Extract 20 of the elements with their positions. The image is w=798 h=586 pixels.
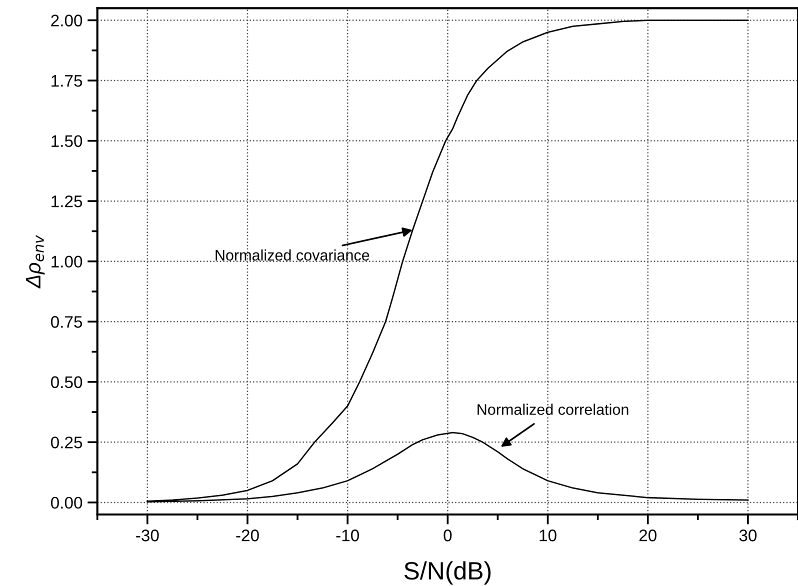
y-tick-label: 0.25 (50, 436, 82, 448)
annotation: Normalized covariance (216, 249, 370, 261)
x-tick-label: 10 (540, 530, 556, 542)
x-tick-label: 0 (444, 530, 452, 542)
y-tick-label: 1.50 (52, 135, 82, 148)
y-tick-label: 1.00 (52, 256, 82, 268)
x-axis-title: S/N(dB) (404, 561, 491, 585)
y-tick-label: 0.00 (50, 496, 82, 509)
y-tick-label: 0.75 (50, 316, 82, 328)
y-tick-label: 0.50 (50, 376, 82, 388)
x-tick-label: 20 (639, 530, 656, 542)
y-axis-title: Δρ$_{env}$ (26, 234, 45, 289)
x-tick-label: -10 (336, 530, 359, 542)
y-tick-label: 1.75 (52, 75, 82, 87)
x-tick-label: -20 (236, 530, 259, 542)
y-tick-label: 2.00 (51, 14, 82, 26)
x-tick-label: 30 (739, 530, 757, 542)
annotation: Normalized correlation (478, 404, 628, 415)
y-tick-label: 1.25 (52, 195, 82, 208)
x-tick-label: -30 (136, 530, 159, 542)
